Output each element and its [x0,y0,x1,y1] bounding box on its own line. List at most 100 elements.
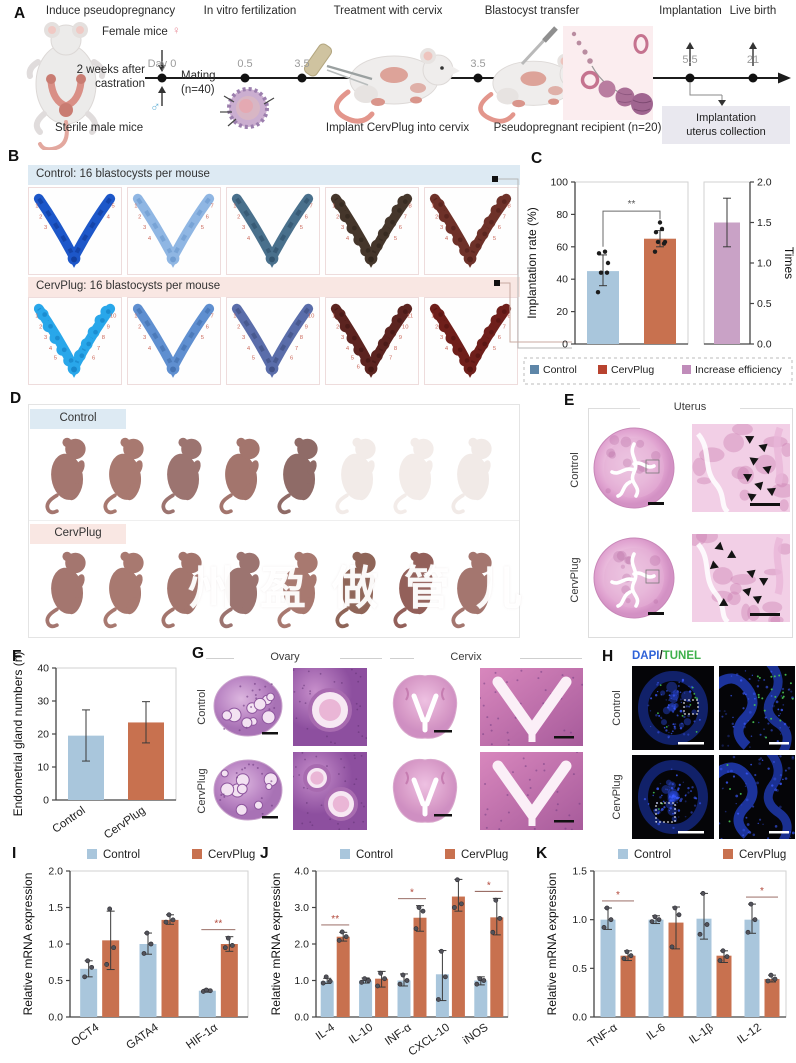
svg-text:Relative mRNA expression: Relative mRNA expression [269,873,283,1016]
cervix-zoom-cervplug [480,752,583,830]
cervix-header-line-right [520,658,582,659]
uterus-inset-control [692,424,790,512]
svg-text:6: 6 [206,214,209,220]
timeline-3-5a: 3.5 [294,58,310,70]
svg-text:GATA4: GATA4 [124,1021,161,1052]
chart-j-svg: 0.0 1.0 2.0 3.0 4.0 Relative mRNA expression I… [269,849,509,1059]
svg-text:5: 5 [300,225,304,231]
svg-text:7: 7 [389,356,392,362]
svg-text:60: 60 [556,241,568,253]
uterus-section-cervplug [592,536,676,620]
pups-control-header: Control [30,409,126,429]
female-mice-label: Female mice [102,26,168,38]
svg-text:CervPlug: CervPlug [102,805,148,840]
svg-text:6: 6 [498,335,501,341]
cervix-overview-art [392,674,458,739]
ovary-zoom-cervplug [293,752,367,830]
pup-image [100,546,152,630]
svg-text:4: 4 [445,346,449,352]
svg-text:6: 6 [290,356,293,362]
svg-text:9: 9 [107,324,110,330]
blastocyst-transfer-inset [563,26,653,120]
castration-line1: 2 weeks after [76,64,145,76]
uterus-section-control [592,426,676,510]
pup-image [332,432,384,516]
svg-text:5: 5 [201,335,205,341]
he-section-art [593,537,675,619]
pup-illustration [161,437,202,515]
svg-text:4: 4 [148,236,152,242]
male-symbol: ♂ [150,98,161,114]
pup-image [42,546,94,630]
implantation-rate-chart: 0 20 40 60 80 100 Implantation rate (%) ** 0.0 0.… [520,152,796,388]
transfer-mouse-illustration [478,53,595,124]
arrowhead-marker [727,550,737,558]
recipient-caption: Pseudopregnant recipient (n=20) [493,122,662,134]
svg-text:HIF-1α: HIF-1α [184,1021,220,1051]
svg-text:5: 5 [351,356,355,362]
svg-text:Increase efficiency: Increase efficiency [695,364,783,376]
svg-text:CervPlug: CervPlug [739,849,786,861]
cervix-zoom-art [480,668,583,746]
svg-text:2.0: 2.0 [294,939,309,951]
ovary-zoom-art [293,752,367,830]
arrowhead-marker [766,487,776,497]
svg-text:7: 7 [503,214,506,220]
dapi-overview-art [632,666,714,750]
panel-h-label: H [602,648,614,665]
svg-text:2: 2 [336,324,339,330]
step-title-treatment: Treatment with cervix [333,5,443,17]
svg-text:1.0: 1.0 [48,939,63,951]
svg-text:5: 5 [394,236,398,242]
pup-image [274,432,326,516]
svg-text:2: 2 [138,214,141,220]
panel-j-label: J [260,845,269,862]
female-mouse-illustration [26,22,106,150]
pup-illustration [161,551,202,629]
svg-text:40: 40 [37,663,49,675]
castration-line2: castration [95,78,145,90]
svg-text:0.5: 0.5 [757,298,772,310]
svg-text:4: 4 [346,346,350,352]
svg-text:10: 10 [308,314,315,320]
svg-text:3: 3 [143,335,146,341]
he-inset-art [692,424,790,512]
svg-text:Control: Control [634,849,671,861]
pup-illustration [277,551,318,629]
svg-text:3: 3 [341,335,344,341]
h-row-cervplug-label: CervPlug [611,774,623,820]
svg-text:INF-α: INF-α [383,1021,414,1048]
g-row-control-label: Control [196,689,208,725]
dapi-zoom-art [719,755,795,839]
cervix-zoom-control [480,668,583,746]
ovary-overview-cervplug [208,752,288,830]
svg-text:Control: Control [356,849,393,861]
pup-illustration [451,437,492,515]
tunel-zoom-cervplug [719,755,795,839]
h-row-control-label: Control [611,690,623,726]
region-marker [683,699,699,715]
svg-text:IL-12: IL-12 [735,1022,763,1047]
uterus-title: Uterus [640,401,740,413]
oocyte-icon [220,87,275,129]
tunel-title: TUNEL [662,650,702,662]
timeline-21: 21 [746,54,760,66]
panel-d-label: D [10,390,22,407]
svg-text:0.0: 0.0 [294,1012,309,1024]
svg-text:0.0: 0.0 [757,339,772,351]
svg-text:2: 2 [435,324,438,330]
panel-a-label: A [14,5,26,22]
svg-text:3: 3 [44,335,47,341]
arrowhead-marker [745,436,755,444]
cervplug-blastocyst-header: CervPlug: 16 blastocysts per mouse [28,277,520,297]
title-slash: / [659,650,663,662]
svg-text:iNOS: iNOS [461,1021,491,1047]
forceps-icon [326,64,373,86]
collection-line2: uterus collection [686,126,766,138]
implantation-rate-chart-svg: 0 20 40 60 80 100 Implantation rate (%) ** 0.0 0.… [523,177,796,385]
svg-text:1: 1 [134,314,137,320]
